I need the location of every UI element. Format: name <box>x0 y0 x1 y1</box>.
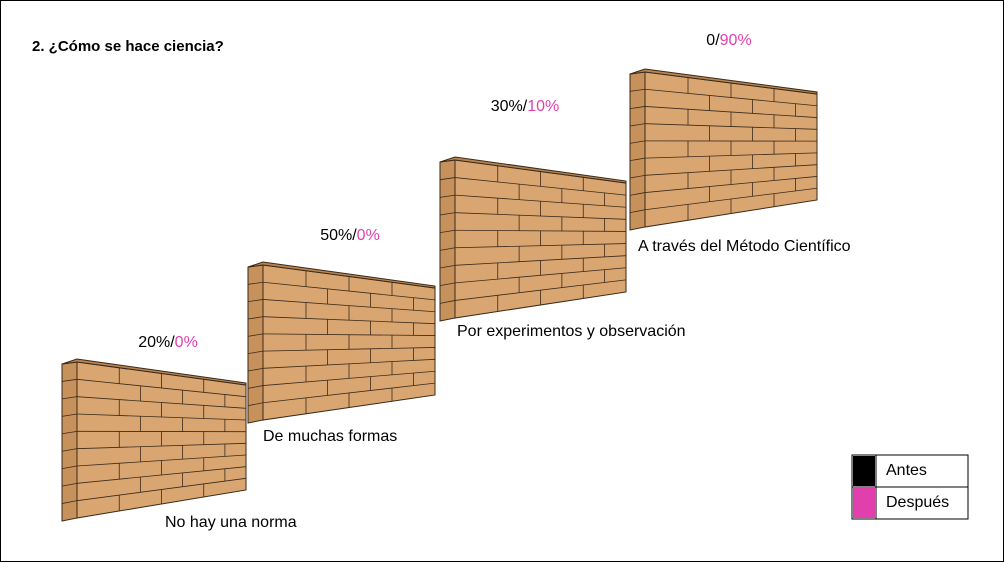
separator: / <box>170 334 175 351</box>
brick-course <box>247 402 264 407</box>
value-label: 20%/0% <box>138 334 198 351</box>
brick-course <box>629 157 646 162</box>
brick-course <box>247 281 264 285</box>
brick-course <box>439 229 456 234</box>
brick-course <box>629 106 646 110</box>
brick-course <box>61 500 78 504</box>
wall-side <box>61 361 78 522</box>
brick-wall <box>439 156 627 322</box>
separator: / <box>715 32 720 49</box>
legend-swatch <box>853 456 875 486</box>
wall-top <box>61 358 247 386</box>
brick-course <box>247 299 264 303</box>
brick-course <box>61 465 78 470</box>
brick-course <box>247 367 264 372</box>
separator: / <box>352 227 357 244</box>
after-value: 10% <box>527 98 559 115</box>
brick-course <box>61 378 78 382</box>
brick-course <box>439 264 456 269</box>
brick-course <box>61 482 78 487</box>
title: 2. ¿Cómo se hace ciencia? <box>32 38 224 55</box>
brick-course <box>629 174 646 179</box>
brick-course <box>247 316 264 320</box>
brick-course <box>439 177 456 181</box>
wall-side <box>439 159 456 322</box>
before-value: 0 <box>706 32 715 49</box>
brick-course <box>439 282 456 287</box>
brick-wall <box>247 261 436 424</box>
brick-course <box>629 140 646 144</box>
option-label: Por experimentos y observación <box>457 323 686 340</box>
brick-course <box>61 396 78 400</box>
separator: / <box>523 98 528 115</box>
wall-top <box>629 68 818 95</box>
wall-top <box>439 156 627 184</box>
after-value: 0% <box>357 227 380 244</box>
brick-wall <box>61 358 247 522</box>
brick-course <box>454 177 627 196</box>
option-label: A través del Método Científico <box>638 238 851 255</box>
brick-course <box>439 194 456 198</box>
brick-course <box>247 350 264 355</box>
wall-top <box>247 261 436 289</box>
value-label: 30%/10% <box>491 98 560 115</box>
value-label: 0/90% <box>706 32 751 49</box>
option-label: De muchas formas <box>263 428 397 445</box>
brick-course <box>629 123 646 127</box>
after-value: 90% <box>720 32 752 49</box>
option-label: No hay una norma <box>165 514 297 531</box>
brick-course <box>61 448 78 452</box>
brick-course <box>439 300 456 304</box>
after-value: 0% <box>175 334 198 351</box>
brick-course <box>439 247 456 251</box>
brick-course <box>61 413 78 417</box>
brick-course <box>247 333 264 337</box>
legend-swatch <box>853 488 875 518</box>
brick-course <box>629 192 646 196</box>
brick-course <box>439 212 456 216</box>
brick-course <box>61 430 78 435</box>
before-value: 30% <box>491 98 523 115</box>
before-value: 50% <box>320 227 352 244</box>
brick-course <box>629 209 646 214</box>
legend-label: Después <box>886 494 949 511</box>
wall-side <box>247 264 264 424</box>
before-value: 20% <box>138 334 170 351</box>
wall-side <box>629 71 646 231</box>
brick-course <box>629 88 646 92</box>
brick-course <box>247 385 264 389</box>
legend-label: Antes <box>886 462 927 479</box>
brick-wall <box>629 68 818 231</box>
value-label: 50%/0% <box>320 227 380 244</box>
